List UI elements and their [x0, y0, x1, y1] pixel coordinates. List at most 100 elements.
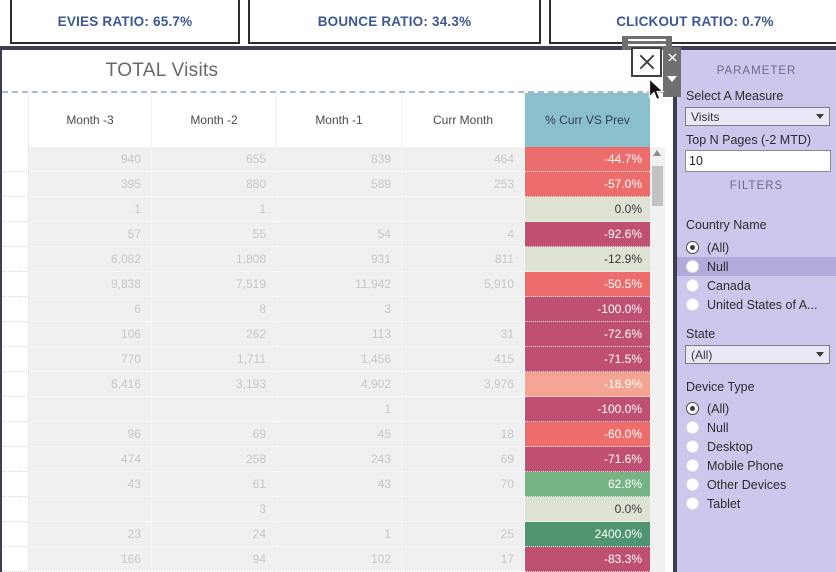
cell-month-1[interactable]: 43 [277, 472, 402, 497]
top-n-input[interactable] [685, 150, 831, 172]
tooltip-toolbar[interactable] [622, 36, 672, 50]
cell-curr-month[interactable]: 4 [402, 222, 525, 247]
cell-month-1[interactable]: 4,902 [277, 372, 402, 397]
device-filter-option[interactable]: Desktop [677, 437, 836, 456]
cell-curr-month[interactable]: 70 [402, 472, 525, 497]
cell-month-2[interactable] [152, 397, 277, 422]
cell-month-3[interactable]: 6 [29, 297, 152, 322]
measure-dropdown[interactable]: Visits [685, 107, 830, 126]
cell-pct-curr-vs-prev[interactable]: -44.7% [525, 147, 650, 172]
cell-month-3[interactable]: 395 [29, 172, 152, 197]
cell-month-2[interactable]: 1,808 [152, 247, 277, 272]
cell-pct-curr-vs-prev[interactable]: 0.0% [525, 497, 650, 522]
cell-curr-month[interactable]: 3,976 [402, 372, 525, 397]
cell-pct-curr-vs-prev[interactable]: -57.0% [525, 172, 650, 197]
radio-icon[interactable] [686, 497, 699, 510]
radio-icon[interactable] [686, 260, 699, 273]
cell-pct-curr-vs-prev[interactable]: -18.9% [525, 372, 650, 397]
cell-month-1[interactable]: 11,942 [277, 272, 402, 297]
cell-pct-curr-vs-prev[interactable]: -92.6% [525, 222, 650, 247]
country-filter-option[interactable]: Canada [677, 276, 836, 295]
cell-month-1[interactable] [277, 197, 402, 222]
radio-icon[interactable] [686, 402, 699, 415]
cell-curr-month[interactable] [402, 297, 525, 322]
cell-pct-curr-vs-prev[interactable]: -100.0% [525, 397, 650, 422]
cell-month-3[interactable] [29, 497, 152, 522]
cell-month-1[interactable]: 45 [277, 422, 402, 447]
table-scrollbar[interactable] [650, 147, 665, 572]
cell-month-3[interactable]: 43 [29, 472, 152, 497]
cell-month-1[interactable]: 1 [277, 397, 402, 422]
cell-month-1[interactable]: 1,456 [277, 347, 402, 372]
device-filter-option[interactable]: Other Devices [677, 475, 836, 494]
scroll-thumb[interactable] [652, 166, 663, 206]
country-filter-option[interactable]: (All) [677, 238, 836, 257]
device-filter-option[interactable]: (All) [677, 399, 836, 418]
cell-month-3[interactable]: 166 [29, 547, 152, 572]
cell-month-2[interactable]: 55 [152, 222, 277, 247]
cell-curr-month[interactable] [402, 497, 525, 522]
cell-month-3[interactable]: 770 [29, 347, 152, 372]
cell-month-1[interactable]: 589 [277, 172, 402, 197]
radio-icon[interactable] [686, 298, 699, 311]
cell-pct-curr-vs-prev[interactable]: -83.3% [525, 547, 650, 572]
cell-month-3[interactable]: 940 [29, 147, 152, 172]
cell-month-3[interactable]: 106 [29, 322, 152, 347]
cell-pct-curr-vs-prev[interactable]: 0.0% [525, 197, 650, 222]
device-filter-option[interactable]: Null [677, 418, 836, 437]
cell-pct-curr-vs-prev[interactable]: -60.0% [525, 422, 650, 447]
cell-month-2[interactable]: 258 [152, 447, 277, 472]
radio-icon[interactable] [686, 459, 699, 472]
cell-curr-month[interactable] [402, 397, 525, 422]
cell-month-1[interactable]: 243 [277, 447, 402, 472]
cell-month-1[interactable] [277, 497, 402, 522]
radio-icon[interactable] [686, 279, 699, 292]
cell-month-3[interactable]: 6,082 [29, 247, 152, 272]
column-header-month-2[interactable]: Month -2 [152, 93, 277, 147]
column-header-pct-curr-vs-prev[interactable]: % Curr VS Prev [525, 93, 650, 147]
cell-pct-curr-vs-prev[interactable]: -50.5% [525, 272, 650, 297]
cell-month-3[interactable]: 9,838 [29, 272, 152, 297]
cell-month-2[interactable]: 24 [152, 522, 277, 547]
cell-month-1[interactable]: 113 [277, 322, 402, 347]
cell-month-2[interactable]: 262 [152, 322, 277, 347]
cell-month-3[interactable]: 474 [29, 447, 152, 472]
cell-month-2[interactable]: 3 [152, 497, 277, 522]
cell-month-1[interactable]: 54 [277, 222, 402, 247]
cell-curr-month[interactable]: 69 [402, 447, 525, 472]
cell-curr-month[interactable]: 31 [402, 322, 525, 347]
cell-month-3[interactable]: 1 [29, 197, 152, 222]
cell-month-1[interactable]: 1 [277, 522, 402, 547]
cell-month-1[interactable]: 931 [277, 247, 402, 272]
cell-curr-month[interactable]: 17 [402, 547, 525, 572]
cell-month-1[interactable]: 839 [277, 147, 402, 172]
state-dropdown[interactable]: (All) [685, 345, 830, 364]
cell-curr-month[interactable]: 5,910 [402, 272, 525, 297]
cell-pct-curr-vs-prev[interactable]: 62.8% [525, 472, 650, 497]
cell-month-2[interactable]: 7,519 [152, 272, 277, 297]
column-header-month-1[interactable]: Month -1 [277, 93, 402, 147]
cell-curr-month[interactable] [402, 197, 525, 222]
cell-month-3[interactable]: 57 [29, 222, 152, 247]
cell-curr-month[interactable]: 464 [402, 147, 525, 172]
column-header-curr-month[interactable]: Curr Month [402, 93, 525, 147]
radio-icon[interactable] [686, 478, 699, 491]
close-button[interactable] [631, 47, 662, 77]
radio-icon[interactable] [686, 421, 699, 434]
cell-pct-curr-vs-prev[interactable]: 2400.0% [525, 522, 650, 547]
cell-month-2[interactable]: 655 [152, 147, 277, 172]
cell-pct-curr-vs-prev[interactable]: -71.5% [525, 347, 650, 372]
cell-curr-month[interactable]: 415 [402, 347, 525, 372]
cell-curr-month[interactable]: 18 [402, 422, 525, 447]
country-filter-option[interactable]: United States of A... [677, 295, 836, 314]
cell-month-2[interactable]: 69 [152, 422, 277, 447]
device-filter-option[interactable]: Mobile Phone [677, 456, 836, 475]
cell-month-2[interactable]: 880 [152, 172, 277, 197]
cell-pct-curr-vs-prev[interactable]: -100.0% [525, 297, 650, 322]
cell-month-2[interactable]: 8 [152, 297, 277, 322]
cell-month-3[interactable] [29, 397, 152, 422]
cell-pct-curr-vs-prev[interactable]: -72.6% [525, 322, 650, 347]
tooltip-command-strip[interactable] [663, 47, 681, 97]
country-filter-option[interactable]: Null [677, 257, 836, 276]
cell-month-3[interactable]: 23 [29, 522, 152, 547]
